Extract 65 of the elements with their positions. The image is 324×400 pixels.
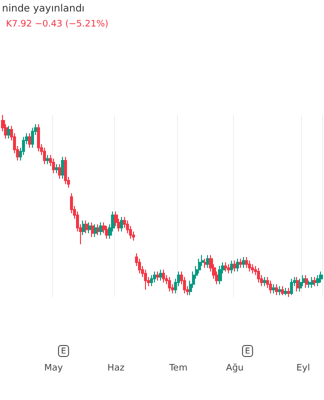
candlestick: [120, 216, 123, 232]
x-tick-label: Tem: [168, 364, 188, 374]
candlestick: [85, 220, 88, 234]
candlestick: [242, 256, 245, 268]
candlestick: [153, 271, 156, 283]
candlestick: [58, 164, 61, 180]
candlestick: [31, 127, 34, 148]
candlestick: [296, 276, 299, 292]
candlestick: [46, 154, 49, 165]
candlestick: [156, 271, 159, 282]
candlestick: [97, 224, 100, 236]
candlestick: [305, 274, 308, 288]
candlestick: [239, 258, 242, 268]
candlestick: [168, 276, 171, 292]
candlestick: [299, 278, 302, 292]
candlestick: [64, 156, 67, 185]
candlestick: [204, 258, 207, 268]
candlestick: [311, 276, 314, 288]
candlestick: [224, 262, 227, 272]
candlestick: [43, 147, 46, 165]
candlestick: [278, 286, 281, 296]
candlestick: [233, 260, 236, 272]
candlestick: [257, 267, 260, 283]
candlestick: [272, 284, 275, 294]
candlestick: [162, 269, 165, 283]
candlestick: [105, 226, 109, 240]
candlestick: [99, 222, 103, 236]
candlestick: [159, 269, 162, 282]
candlestick: [91, 222, 94, 238]
candlestick: [37, 124, 40, 152]
chart-title: ninde yayınlandı: [2, 4, 85, 14]
candlestick: [275, 284, 278, 296]
candlestick: [55, 164, 58, 174]
candlestick: [28, 132, 31, 148]
candlestick: [82, 220, 85, 236]
candlestick: [284, 287, 287, 296]
candlestick: [269, 280, 272, 294]
text: K7.92 −0.43 (−5.21%): [6, 20, 108, 30]
candlestick: [230, 260, 233, 274]
candlestick: [52, 158, 55, 174]
candlestick: [236, 258, 239, 272]
x-tick-label: Haz: [107, 364, 125, 374]
candlestick: [316, 274, 320, 287]
candlestick: [263, 276, 266, 287]
text: E: [61, 346, 66, 356]
x-tick-label: May: [44, 364, 64, 374]
candlestick: [290, 278, 293, 296]
candlestick: [227, 264, 230, 274]
candlestick: [287, 287, 290, 298]
candlestick: [313, 276, 317, 287]
candlestick: [150, 274, 153, 287]
text: E: [245, 346, 250, 356]
candlestick: [319, 271, 323, 283]
candlestick: [218, 266, 222, 285]
candlestick: [144, 269, 147, 290]
candlestick: [61, 156, 64, 180]
candlestick: [88, 222, 91, 234]
x-tick-label: Eyl: [296, 364, 310, 374]
candlestick: [94, 224, 97, 238]
x-tick-label: Ağu: [226, 362, 244, 374]
candlestick: [281, 286, 284, 296]
candlestick: [308, 280, 311, 288]
candlestick: [245, 256, 248, 268]
candlestick: [251, 264, 254, 274]
candlestick: [248, 260, 251, 272]
